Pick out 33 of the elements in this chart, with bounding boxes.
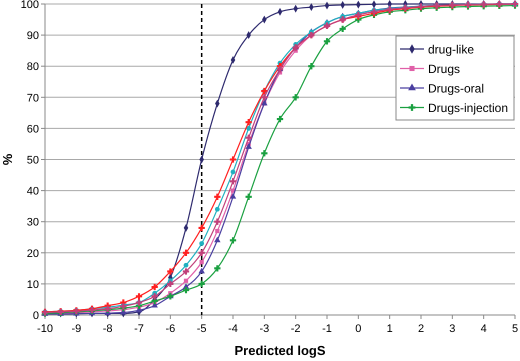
x-tick-label: -6: [165, 323, 176, 335]
x-tick-label: -2: [290, 323, 301, 335]
y-tick-label: 100: [20, 0, 39, 11]
legend-label: Drugs-oral: [428, 82, 484, 96]
legend-label: Drugs: [428, 62, 460, 76]
x-tick-label: 0: [355, 323, 362, 335]
x-tick-label: 5: [512, 323, 518, 335]
y-tick-label: 60: [26, 123, 39, 136]
y-tick-label: 0: [32, 310, 39, 322]
x-tick-label: -10: [37, 323, 53, 335]
y-axis-title: %: [0, 153, 15, 166]
x-tick-label: -7: [134, 323, 144, 335]
x-tick-label: 4: [480, 323, 487, 335]
legend-label: drug-like: [428, 42, 474, 56]
y-tick-label: 50: [26, 154, 39, 166]
x-tick-label: -8: [102, 323, 113, 335]
y-tick-label: 20: [26, 248, 39, 260]
y-tick-label: 90: [26, 30, 39, 42]
x-tick-label: -5: [196, 323, 207, 335]
y-tick-label: 70: [26, 92, 39, 104]
y-tick-label: 40: [26, 186, 39, 198]
x-tick-label: -4: [228, 323, 238, 335]
x-tick-label: -3: [259, 323, 270, 335]
legend-label: Drugs-injection: [428, 101, 508, 115]
x-tick-label: 1: [386, 323, 393, 335]
x-tick-label: 3: [449, 323, 456, 335]
x-axis-title: Predicted logS: [234, 343, 326, 358]
x-tick-label: -1: [322, 323, 332, 335]
y-tick-label: 30: [26, 216, 39, 229]
y-tick-label: 80: [26, 61, 39, 74]
x-tick-label: -9: [71, 323, 82, 335]
y-tick-label: 10: [26, 278, 39, 291]
x-tick-label: 2: [418, 323, 424, 335]
